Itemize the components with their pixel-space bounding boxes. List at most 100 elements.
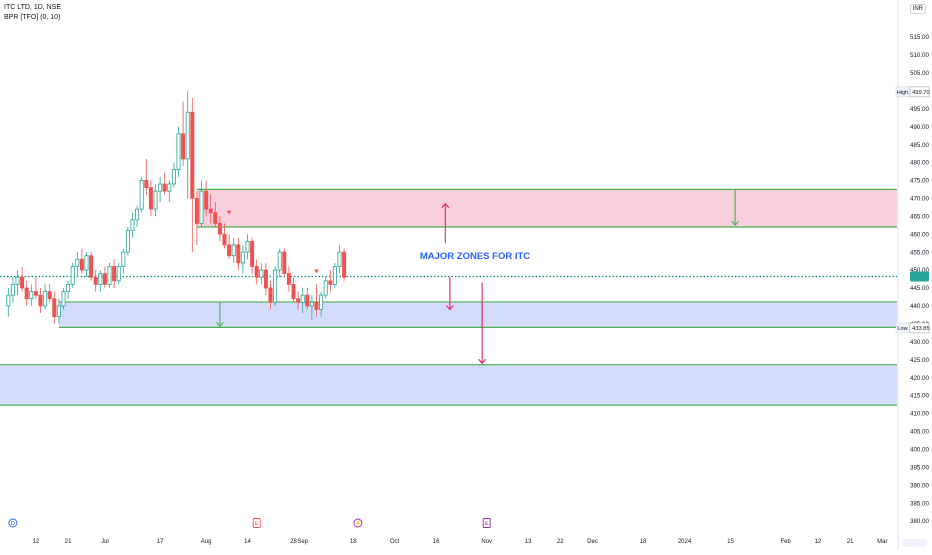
candle <box>323 277 328 299</box>
candle-body <box>323 280 328 296</box>
candle-body <box>158 183 163 192</box>
candle-body <box>130 219 135 232</box>
candle <box>167 180 172 202</box>
time-tick-label: Nov <box>481 539 492 545</box>
candle-body <box>153 190 158 210</box>
candle-body <box>148 187 153 210</box>
price-tick-label: 395.00 <box>910 464 929 471</box>
time-tick-label: Sep <box>297 539 308 545</box>
candle-body <box>171 169 176 185</box>
candle <box>250 237 255 274</box>
candle <box>158 176 163 202</box>
candle <box>342 248 347 281</box>
candle <box>24 280 29 306</box>
candle-body <box>291 283 296 300</box>
event-icon-2[interactable]: ⚡ <box>353 518 363 528</box>
candle <box>236 237 241 271</box>
candle-body <box>259 269 264 278</box>
candle-body <box>199 190 204 224</box>
price-tick-label: 485.00 <box>910 142 929 149</box>
event-icon-1[interactable]: E <box>252 518 261 528</box>
candle-body <box>181 133 186 160</box>
price-tick-label: 465.00 <box>910 213 929 220</box>
candle <box>125 227 130 256</box>
candle-body <box>167 183 172 192</box>
candle <box>121 248 126 274</box>
candle-body <box>263 269 268 289</box>
candle-body <box>135 208 140 221</box>
candle <box>112 259 117 288</box>
candle-body <box>240 251 245 264</box>
candle-body <box>254 266 259 278</box>
arrows-layer <box>215 189 740 365</box>
arrow-2 <box>441 202 450 244</box>
time-tick-label: 12 <box>33 539 40 545</box>
candle-body <box>204 190 209 210</box>
event-icon-3[interactable]: E <box>482 518 491 528</box>
candle <box>79 248 84 274</box>
arrow-0 <box>731 189 740 227</box>
candle-body <box>194 197 199 224</box>
price-tick-label: 495.00 <box>910 106 929 113</box>
candle <box>75 252 80 278</box>
candle-body <box>314 301 319 310</box>
candle <box>286 266 291 292</box>
candle <box>176 126 181 177</box>
last-price-badge <box>910 271 929 282</box>
candle <box>300 287 305 314</box>
arrow-head <box>215 321 224 328</box>
candle <box>319 291 324 317</box>
candle <box>208 194 213 224</box>
candle-body <box>125 230 130 253</box>
arrow-3 <box>445 277 454 311</box>
candle <box>43 284 48 310</box>
candle <box>314 284 319 317</box>
price-axis: 380.00 385.00 390.00 395.00 400.00 405.00 410.… <box>895 0 932 550</box>
candle <box>47 284 52 303</box>
candle <box>144 158 149 195</box>
currency-badge[interactable]: INR <box>909 4 926 14</box>
indicator-title[interactable]: BPR [TFO] (0, 10) <box>4 14 61 21</box>
candle-body <box>282 251 287 275</box>
candle-body <box>56 305 61 318</box>
candle <box>148 180 153 217</box>
candle-body <box>286 273 291 285</box>
time-tick-label: Dec <box>587 539 598 545</box>
candle-body <box>190 111 195 199</box>
candle-body <box>116 266 121 282</box>
candle <box>70 262 75 288</box>
price-tick-label: 420.00 <box>910 375 929 382</box>
candle-body <box>144 180 149 188</box>
candle <box>116 262 121 285</box>
time-tick-label: 12 <box>815 539 822 545</box>
time-tick-label: 16 <box>433 539 440 545</box>
candle <box>38 287 43 314</box>
price-tick-label: 405.00 <box>910 429 929 436</box>
candle-body <box>231 244 236 257</box>
zone-supply-0 <box>196 189 897 228</box>
candle-body <box>185 111 190 160</box>
candle <box>61 287 66 310</box>
candle <box>33 277 38 299</box>
price-tick-label: 440.00 <box>910 303 929 310</box>
price-label-value-0: 499.70 <box>912 90 930 96</box>
candle <box>98 270 103 292</box>
zone-demand-1 <box>58 301 897 328</box>
candle-body <box>277 251 282 271</box>
candle-body <box>227 244 232 257</box>
candle-body <box>337 251 342 267</box>
candle-body <box>319 294 324 310</box>
candle <box>29 284 34 306</box>
candle <box>199 180 204 228</box>
candle <box>282 248 287 278</box>
time-tick-label: Mar <box>877 539 887 545</box>
price-label-box-1 <box>909 322 930 334</box>
arrow-head <box>478 358 487 365</box>
price-tick-label: 425.00 <box>910 357 929 364</box>
annotation-label: MAJOR ZONES FOR ITC <box>420 251 530 262</box>
symbol-title[interactable]: ITC LTD, 1D, NSE <box>4 4 62 11</box>
event-icon-0[interactable]: D <box>8 518 18 528</box>
time-tick-label: 28 <box>290 539 297 545</box>
price-tick-label: 455.00 <box>910 249 929 256</box>
